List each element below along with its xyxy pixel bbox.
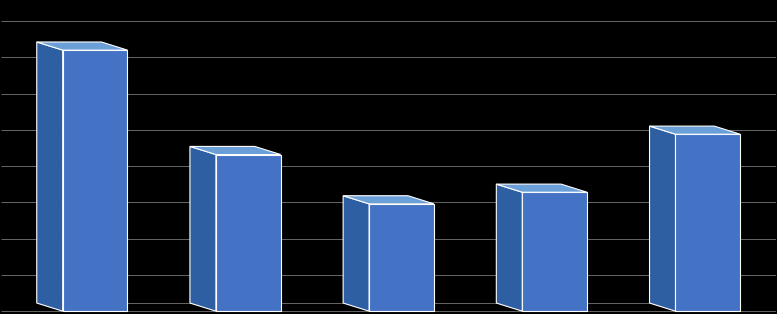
- Polygon shape: [216, 154, 280, 311]
- Polygon shape: [37, 42, 127, 50]
- Polygon shape: [650, 126, 740, 134]
- Polygon shape: [190, 146, 280, 154]
- Polygon shape: [675, 134, 740, 311]
- Polygon shape: [650, 126, 675, 311]
- Polygon shape: [63, 50, 127, 311]
- Polygon shape: [497, 184, 522, 311]
- Polygon shape: [343, 196, 369, 311]
- Polygon shape: [369, 204, 434, 311]
- Polygon shape: [522, 192, 587, 311]
- Polygon shape: [497, 184, 587, 192]
- Polygon shape: [37, 42, 63, 311]
- Polygon shape: [343, 196, 434, 204]
- Polygon shape: [190, 146, 216, 311]
